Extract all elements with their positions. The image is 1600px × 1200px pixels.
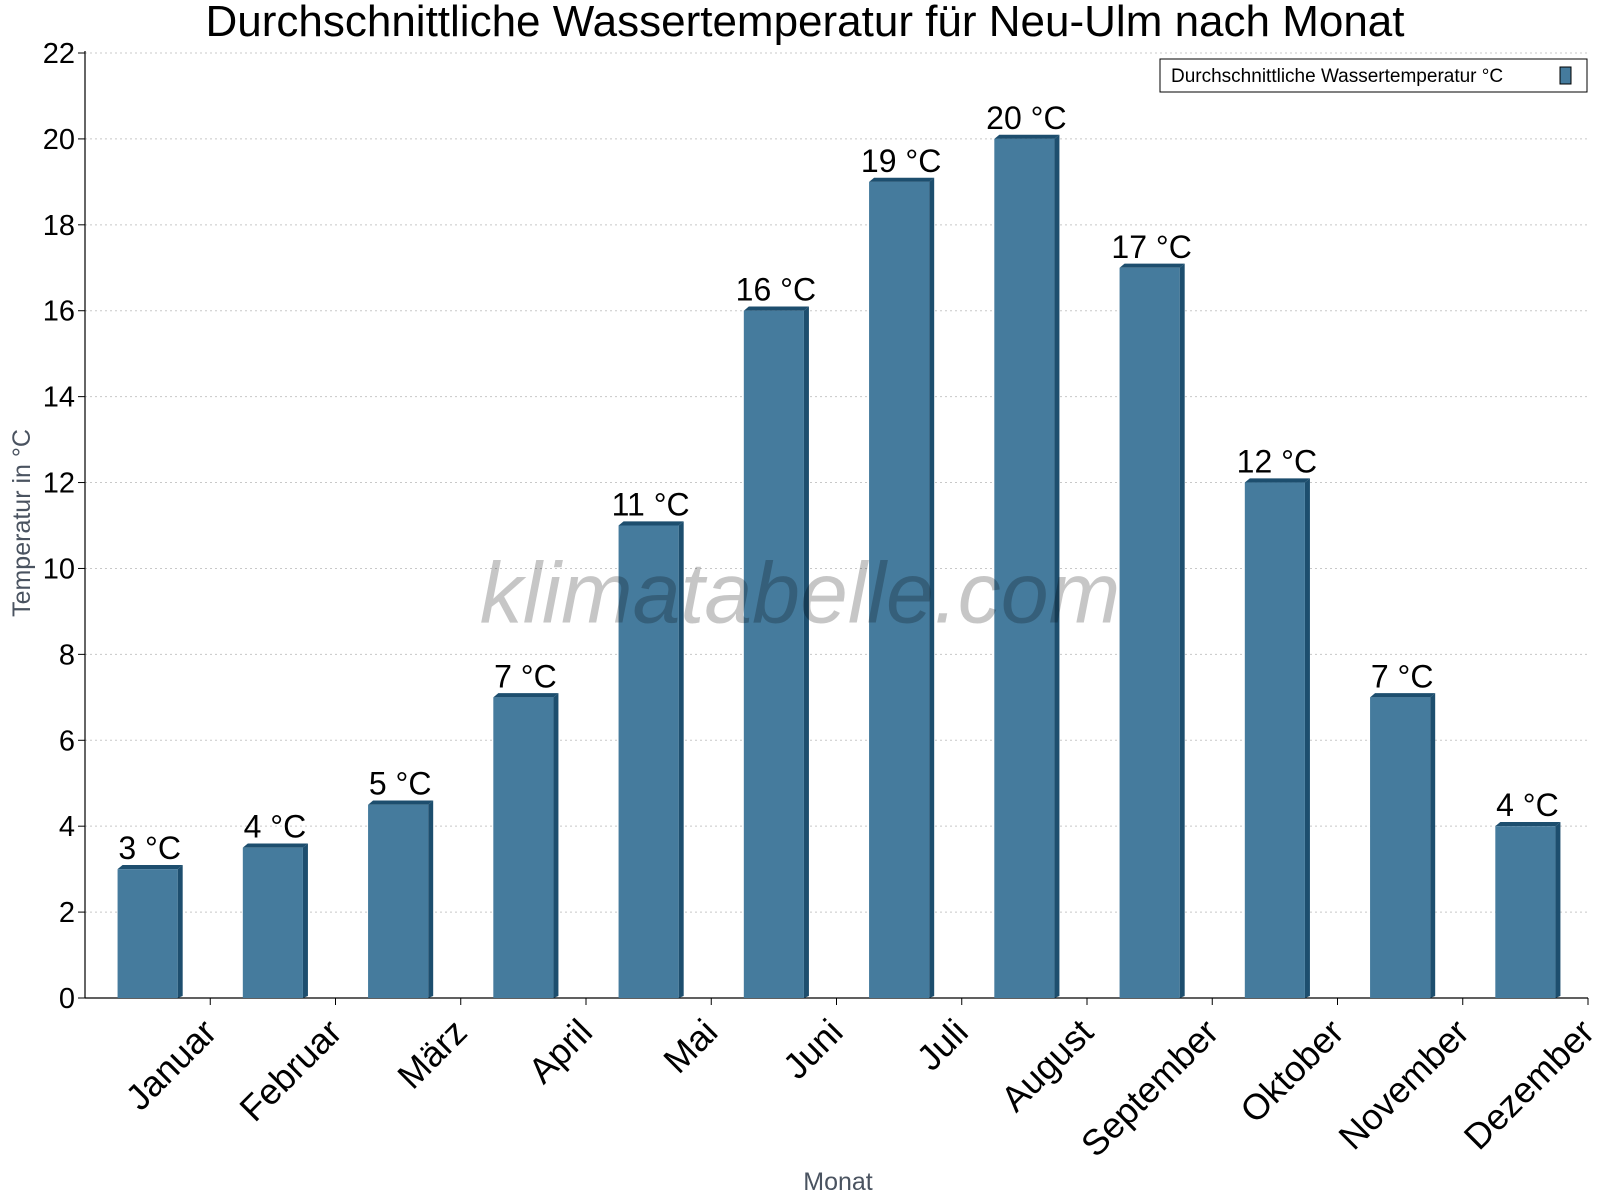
x-category-label: Juni [775, 1011, 851, 1087]
x-axis-title: Monat [803, 1168, 873, 1196]
bar-side [1555, 822, 1561, 998]
bar-side [1430, 693, 1436, 998]
bar-top [1495, 822, 1561, 827]
bar-top [117, 864, 183, 870]
data-label: 16 °C [736, 272, 816, 308]
bar-side [678, 521, 684, 998]
bar-side [428, 800, 434, 998]
x-category-label: Februar [231, 1011, 349, 1129]
grid-lines [85, 52, 1588, 913]
bar-side [1304, 478, 1310, 998]
y-tick-label: 12 [43, 468, 75, 500]
y-tick-label: 4 [59, 811, 75, 843]
x-category-label: August [993, 1011, 1101, 1119]
bars [117, 134, 1561, 999]
x-category-label: Dezember [1456, 1011, 1600, 1157]
bar [618, 525, 679, 998]
bar-top [1244, 478, 1310, 483]
bar [743, 310, 804, 998]
bar-top [368, 800, 434, 805]
y-tick-label: 16 [43, 296, 75, 328]
bar-side [177, 864, 183, 998]
data-label: 7 °C [494, 658, 557, 694]
data-label: 4 °C [1496, 787, 1559, 823]
bar [1495, 826, 1556, 998]
y-tick-label: 0 [59, 983, 75, 1015]
bar-top [994, 134, 1060, 139]
bar [869, 181, 930, 998]
data-label: 7 °C [1371, 658, 1434, 694]
bar-top [618, 521, 684, 526]
bar [117, 869, 178, 998]
x-category-label: November [1330, 1011, 1476, 1157]
y-tick-label: 22 [43, 38, 75, 70]
bar-side [302, 843, 308, 998]
bar-top [1119, 263, 1185, 268]
data-label: 5 °C [369, 766, 432, 802]
legend-box [1159, 58, 1588, 93]
data-labels: 3 °C 4 °C 5 °C 7 °C 11 °C 16 °C 19 °C 20 °C 17 °… [118, 100, 1558, 866]
y-tick-label: 20 [43, 124, 75, 156]
bar-top [242, 843, 308, 848]
bar-side [803, 306, 809, 998]
data-label: 4 °C [244, 809, 307, 845]
x-category-label: Januar [117, 1011, 224, 1118]
data-label: 17 °C [1111, 229, 1191, 265]
bar [242, 847, 303, 998]
watermark: klimatabelle.com [480, 546, 1120, 642]
x-category-label: Juli [909, 1011, 976, 1078]
bar [1244, 482, 1305, 999]
bar [994, 138, 1055, 999]
bar-side [1054, 134, 1060, 998]
bar-side [1179, 263, 1185, 998]
legend-label: Durchschnittliche Wassertemperatur °C [1171, 66, 1503, 87]
x-axis-ticks: Januar Februar März April Mai Juni Juli AugustS… [117, 998, 1600, 1165]
bar-side [553, 693, 559, 998]
y-tick-label: 10 [43, 553, 75, 585]
x-category-label: März [389, 1011, 475, 1097]
data-label: 11 °C [612, 487, 690, 523]
x-category-label: Oktober [1232, 1011, 1352, 1131]
x-category-label: April [520, 1011, 600, 1091]
x-category-label: Mai [655, 1011, 725, 1081]
y-axis-ticks: 0 2 4 6 8 10 12 14 16 18 20 22 [43, 38, 85, 1015]
y-tick-label: 6 [59, 725, 75, 757]
bar [1370, 697, 1431, 998]
y-tick-label: 8 [59, 639, 75, 671]
x-category-label: September [1073, 1011, 1227, 1165]
data-label: 20 °C [986, 100, 1066, 136]
bar-top [869, 177, 935, 182]
data-label: 19 °C [861, 143, 941, 179]
bar-top [1370, 693, 1436, 698]
legend-swatch [1559, 66, 1572, 85]
bar-side [929, 177, 935, 999]
chart-title: Durchschnittliche Wassertemperatur für N… [205, 0, 1404, 46]
data-label: 12 °C [1237, 444, 1317, 480]
axes [84, 51, 1588, 999]
bar-top [493, 693, 559, 698]
y-tick-label: 2 [59, 897, 75, 929]
bar [1119, 267, 1180, 999]
y-tick-label: 18 [43, 210, 75, 242]
y-tick-label: 14 [43, 382, 75, 414]
data-label: 3 °C [118, 830, 181, 866]
legend: Durchschnittliche Wassertemperatur °C [1159, 58, 1588, 93]
bar [368, 804, 429, 998]
bar-top [743, 306, 809, 311]
bar [493, 697, 554, 998]
y-axis-title: Temperatur in °C [8, 429, 36, 617]
